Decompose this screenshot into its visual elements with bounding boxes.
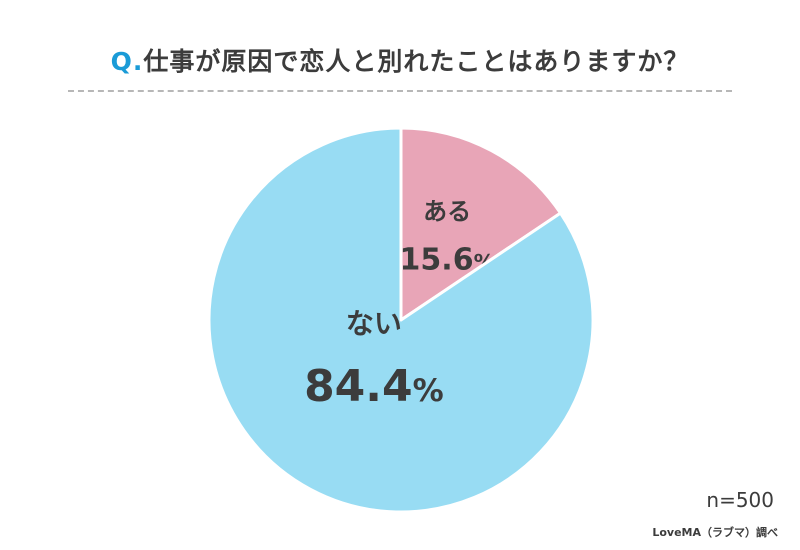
- question-marker: Q.: [110, 47, 144, 76]
- dashed-divider: [68, 90, 732, 92]
- slice-category-label: ない: [346, 307, 402, 340]
- pie-slice-0: [399, 126, 562, 322]
- pie-slice-1: [207, 126, 595, 514]
- source-credit: LoveMA（ラブマ）調べ: [652, 526, 778, 539]
- sample-size: n=500: [706, 488, 774, 512]
- question-text: 仕事が原因で恋人と別れたことはありますか？: [143, 47, 690, 76]
- slice-category-label: ある: [423, 198, 471, 226]
- page-title: Q.仕事が原因で恋人と別れたことはありますか？: [0, 42, 800, 78]
